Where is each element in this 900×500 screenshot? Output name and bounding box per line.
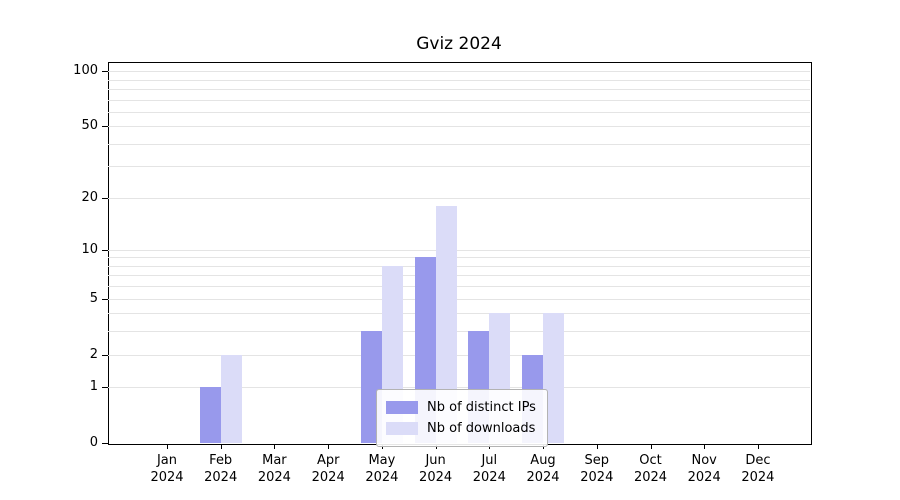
chart-title: Gviz 2024: [416, 34, 502, 54]
y-tick-mark: [102, 298, 108, 300]
gridline: [108, 111, 810, 113]
gridline: [108, 387, 810, 389]
x-tick-mark: [167, 444, 168, 449]
gridline: [108, 331, 810, 333]
gridline: [108, 197, 810, 199]
x-tick-mark: [650, 444, 652, 449]
x-tick-mark: [704, 444, 706, 449]
bar-downloads: [220, 354, 242, 443]
x-tick-label: Dec 2024: [741, 453, 775, 485]
gridline: [108, 126, 810, 128]
y-tick-mark: [102, 354, 108, 356]
gridline: [108, 286, 810, 288]
x-tick-label: Oct 2024: [633, 453, 668, 485]
legend-row-downloads: Nb of downloads: [386, 418, 537, 439]
gridline: [108, 71, 810, 72]
legend-label-downloads: Nb of downloads: [427, 421, 536, 436]
gridline: [108, 79, 810, 81]
bar-downloads: [543, 313, 564, 443]
x-tick-label: Mar 2024: [257, 453, 291, 485]
y-tick-label: 100: [73, 63, 98, 78]
y-tick-label: 20: [81, 189, 98, 205]
gridline: [108, 265, 810, 267]
x-tick-label: Apr 2024: [311, 453, 345, 485]
y-tick-label: 2: [89, 346, 98, 362]
legend-swatch-distinct-ips: [386, 401, 418, 414]
gridline: [108, 257, 810, 259]
gridline: [108, 313, 810, 315]
gridline: [108, 99, 810, 101]
gridline: [108, 166, 810, 168]
y-tick-label: 1: [89, 379, 98, 395]
legend-label-distinct-ips: Nb of distinct IPs: [427, 400, 536, 415]
gridline: [108, 298, 810, 300]
bar-downloads: [435, 205, 457, 443]
y-tick-mark: [102, 387, 108, 389]
x-tick-label: Aug 2024: [526, 453, 560, 485]
y-tick-label: 10: [81, 241, 98, 257]
x-tick-label: Nov 2024: [687, 453, 721, 485]
y-tick-label: 50: [81, 118, 98, 134]
legend-row-distinct-ips: Nb of distinct IPs: [386, 397, 537, 418]
legend: Nb of distinct IPs Nb of downloads: [376, 389, 548, 447]
x-tick-mark: [596, 444, 598, 449]
bar-distinct-ips: [199, 387, 221, 443]
y-tick-mark: [102, 249, 108, 251]
y-tick-label: 5: [89, 290, 98, 306]
x-tick-mark: [757, 444, 759, 449]
x-tick-label: Jan 2024: [150, 453, 184, 485]
y-tick-mark: [102, 443, 108, 444]
y-tick-mark: [102, 71, 108, 72]
x-tick-label: May 2024: [365, 453, 399, 485]
x-tick-mark: [274, 444, 276, 449]
y-tick-mark: [102, 197, 108, 199]
x-tick-label: Sep 2024: [580, 453, 614, 485]
x-tick-label: Feb 2024: [204, 453, 238, 485]
y-tick-label: 0: [89, 435, 98, 450]
x-tick-label: Jun 2024: [419, 453, 453, 485]
gridline: [108, 249, 810, 251]
legend-swatch-downloads: [386, 422, 418, 435]
y-tick-mark: [102, 126, 108, 128]
gridline: [108, 275, 810, 277]
x-tick-label: Jul 2024: [472, 453, 506, 485]
gridline: [108, 88, 810, 90]
x-tick-mark: [328, 444, 330, 449]
gridline: [108, 354, 810, 356]
x-tick-mark: [220, 444, 222, 449]
gridline: [108, 143, 810, 145]
